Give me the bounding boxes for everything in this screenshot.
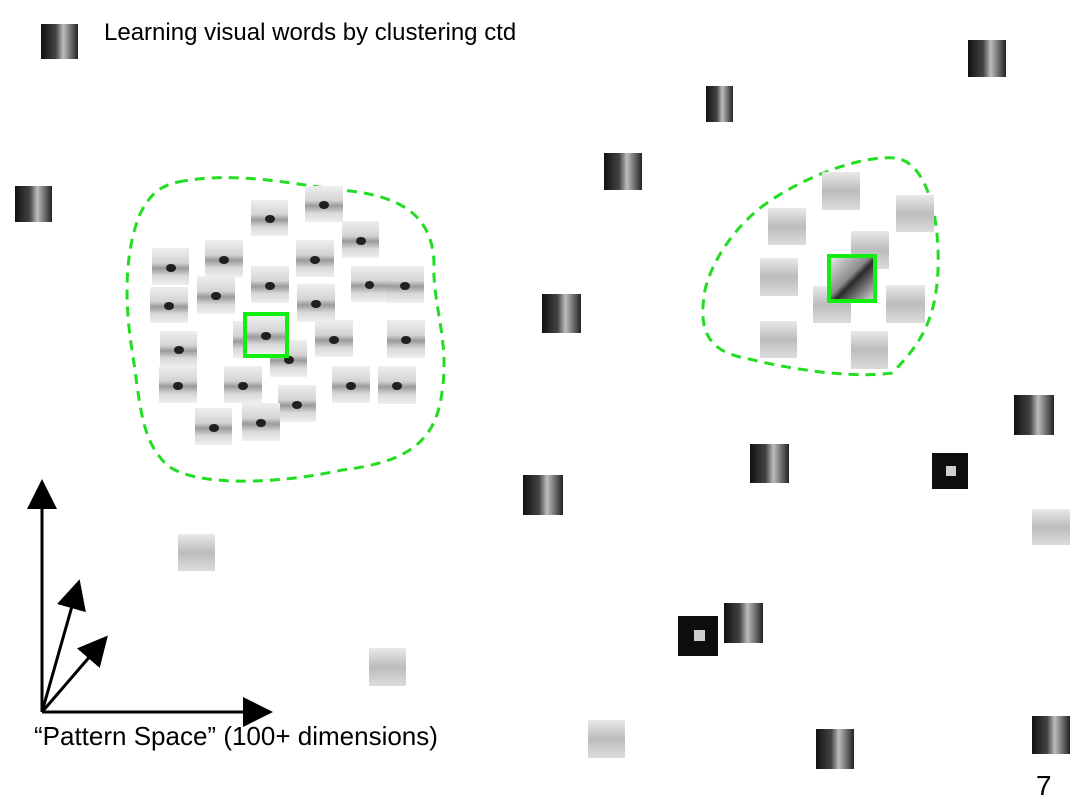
page-number: 7 <box>1036 770 1052 801</box>
image-patch-icon <box>159 366 197 403</box>
image-patch-icon <box>706 86 733 122</box>
pattern-space-caption: “Pattern Space” (100+ dimensions) <box>34 721 438 751</box>
image-patch-icon <box>886 285 925 323</box>
image-patch-icon <box>386 266 424 303</box>
image-patch-icon <box>369 648 406 686</box>
image-patch-icon <box>378 366 416 404</box>
image-patch-icon <box>251 200 288 236</box>
image-patch-icon <box>1014 395 1054 435</box>
image-patch-icon <box>342 221 379 258</box>
image-patch-icon <box>760 321 797 358</box>
image-patch-icon <box>588 720 625 758</box>
slide-title: Learning visual words by clustering ctd <box>104 19 517 46</box>
axes <box>27 479 273 727</box>
image-patch-icon <box>315 320 353 357</box>
nose-cluster-outline <box>701 156 940 377</box>
image-patch-icon <box>278 385 316 422</box>
image-patch-icon <box>15 186 52 222</box>
image-patch-icon <box>760 258 798 296</box>
image-patch-icon <box>932 453 968 489</box>
highlight-nose-patch <box>827 254 877 303</box>
image-patch-icon <box>178 534 215 571</box>
image-patch-icon <box>968 40 1006 77</box>
image-patch-icon <box>332 366 370 403</box>
image-patch-icon <box>604 153 642 190</box>
image-patch-icon <box>242 403 280 441</box>
image-patch-icon <box>205 240 243 277</box>
image-patch-icon <box>750 444 789 483</box>
image-patch-icon <box>150 287 188 323</box>
image-patch-icon <box>542 294 581 333</box>
image-patch-icon <box>305 186 343 222</box>
highlight-eye-patch <box>243 312 289 358</box>
image-patch-icon <box>351 266 387 302</box>
image-patch-icon <box>160 331 197 367</box>
image-patch-icon <box>724 603 763 643</box>
image-patch-icon <box>297 284 335 322</box>
image-patch-icon <box>523 475 563 515</box>
image-patch-icon <box>387 320 425 358</box>
image-patch-icon <box>851 331 888 369</box>
image-patch-icon <box>1032 509 1070 545</box>
image-patch-icon <box>822 172 860 210</box>
image-patch-icon <box>816 729 854 769</box>
image-patch-icon <box>197 276 235 314</box>
corner-logo-icon <box>41 24 78 59</box>
image-patch-icon <box>195 408 232 445</box>
eye-cluster-outline <box>125 176 446 483</box>
image-patch-icon <box>296 240 334 277</box>
image-patch-icon <box>768 208 806 245</box>
image-patch-icon <box>1032 716 1070 754</box>
image-patch-icon <box>224 366 262 403</box>
image-patch-icon <box>152 248 189 285</box>
image-patch-icon <box>678 616 718 656</box>
image-patch-icon <box>896 195 934 232</box>
image-patch-icon <box>251 266 289 303</box>
